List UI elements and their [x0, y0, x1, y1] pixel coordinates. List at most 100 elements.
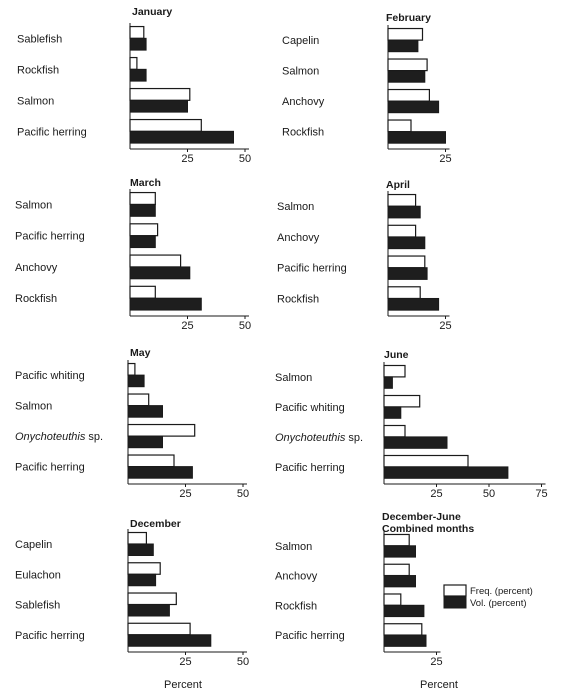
vol-bar: [129, 266, 191, 280]
vol-bar: [127, 435, 163, 449]
category-label: Anchovy: [277, 232, 320, 244]
legend-freq-swatch: [443, 584, 467, 597]
freq-bar: [383, 563, 410, 577]
category-label: Rockfish: [17, 64, 59, 76]
vol-bar: [383, 406, 402, 419]
freq-bar: [383, 623, 423, 636]
vol-bar: [383, 545, 416, 558]
freq-bar: [129, 254, 182, 268]
chart-panel: December Capelin Eulachon Sablefish Pacific …: [15, 518, 249, 691]
tick-label: 50: [239, 153, 251, 165]
category-label: Rockfish: [282, 127, 324, 139]
freq-bar: [129, 223, 159, 237]
freq-bar: [127, 362, 136, 376]
vol-bar: [383, 376, 393, 389]
chart-title: January: [132, 6, 172, 18]
vol-bar: [387, 70, 426, 83]
legend: Freq. (percent)Vol. (percent): [443, 584, 533, 609]
freq-bar: [127, 562, 161, 575]
vol-bar: [127, 604, 170, 617]
freq-bar: [129, 191, 156, 206]
chart-title: December-June: [382, 511, 461, 523]
freq-bar: [129, 56, 138, 70]
category-label: Pacific herring: [15, 630, 85, 642]
freq-bar: [383, 424, 406, 438]
vol-bar: [129, 37, 147, 51]
freq-bar: [383, 533, 410, 547]
freq-bar: [127, 622, 191, 636]
tick-label: 25: [439, 320, 451, 332]
freq-bar: [127, 393, 150, 407]
vol-bar: [129, 130, 234, 144]
vol-bar: [127, 573, 157, 587]
category-label: Salmon: [17, 95, 54, 107]
chart-title: March: [130, 177, 161, 189]
legend-vol-swatch: [443, 596, 467, 609]
vol-bar: [383, 466, 509, 479]
vol-bar: [387, 267, 428, 280]
tick-label: 25: [179, 488, 191, 500]
category-label: Eulachon: [15, 569, 61, 581]
vol-bar: [129, 203, 156, 217]
x-axis-label: Percent: [164, 679, 202, 691]
category-label: Salmon: [275, 372, 312, 384]
vol-bar: [127, 374, 145, 388]
chart-title: April: [386, 179, 410, 191]
freq-bar: [387, 27, 424, 41]
vol-bar: [127, 543, 154, 557]
category-label: Rockfish: [277, 293, 319, 305]
category-label: Sablefish: [17, 33, 62, 45]
tick-label: 25: [179, 656, 191, 668]
chart-title: June: [384, 349, 409, 361]
legend-vol-label: Vol. (percent): [470, 598, 527, 609]
vol-bar: [127, 466, 193, 479]
freq-bar: [383, 394, 421, 408]
vol-bar: [127, 405, 163, 418]
category-label: Rockfish: [275, 600, 317, 612]
category-label: Sablefish: [15, 600, 60, 612]
chart-title: December: [130, 518, 181, 530]
category-label: Capelin: [282, 35, 319, 47]
category-label: Capelin: [15, 539, 52, 551]
category-label: Onychoteuthis sp.: [275, 432, 363, 444]
chart-title: May: [130, 347, 151, 359]
freq-bar: [127, 454, 175, 468]
x-axis-label: Percent: [420, 679, 458, 691]
freq-bar: [127, 531, 147, 545]
chart-panel: March Salmon Pacific herring Anchovy Rockfis…: [15, 177, 251, 332]
freq-bar: [127, 592, 177, 606]
vol-bar: [383, 575, 416, 588]
chart-title: Combined months: [382, 523, 474, 535]
freq-bar: [387, 193, 417, 207]
category-label: Salmon: [15, 401, 52, 413]
vol-bar: [387, 236, 426, 250]
chart-panel: February Capelin Salmon Anchovy Rockfish 25: [282, 12, 452, 165]
vol-bar: [383, 604, 425, 618]
freq-bar: [383, 364, 406, 378]
tick-label: 25: [430, 656, 442, 668]
legend-freq-label: Freq. (percent): [470, 586, 533, 597]
chart-panel: April Salmon Anchovy Pacific herring Rockfis…: [277, 179, 452, 332]
tick-label: 50: [237, 488, 249, 500]
vol-bar: [383, 436, 448, 449]
tick-label: 25: [439, 153, 451, 165]
tick-label: 50: [237, 656, 249, 668]
category-label: Anchovy: [275, 571, 318, 583]
category-label: Anchovy: [282, 96, 325, 108]
freq-bar: [383, 454, 469, 468]
vol-bar: [129, 235, 156, 249]
vol-bar: [383, 634, 427, 647]
tick-label: 25: [181, 153, 193, 165]
freq-bar: [387, 255, 426, 269]
tick-label: 50: [239, 320, 251, 332]
vol-bar: [129, 297, 202, 311]
freq-bar: [387, 88, 431, 102]
vol-bar: [129, 99, 188, 113]
category-label: Pacific herring: [277, 263, 347, 275]
category-label: Salmon: [15, 199, 52, 211]
freq-bar: [387, 286, 421, 300]
freq-bar: [383, 593, 402, 606]
vol-bar: [387, 100, 440, 114]
